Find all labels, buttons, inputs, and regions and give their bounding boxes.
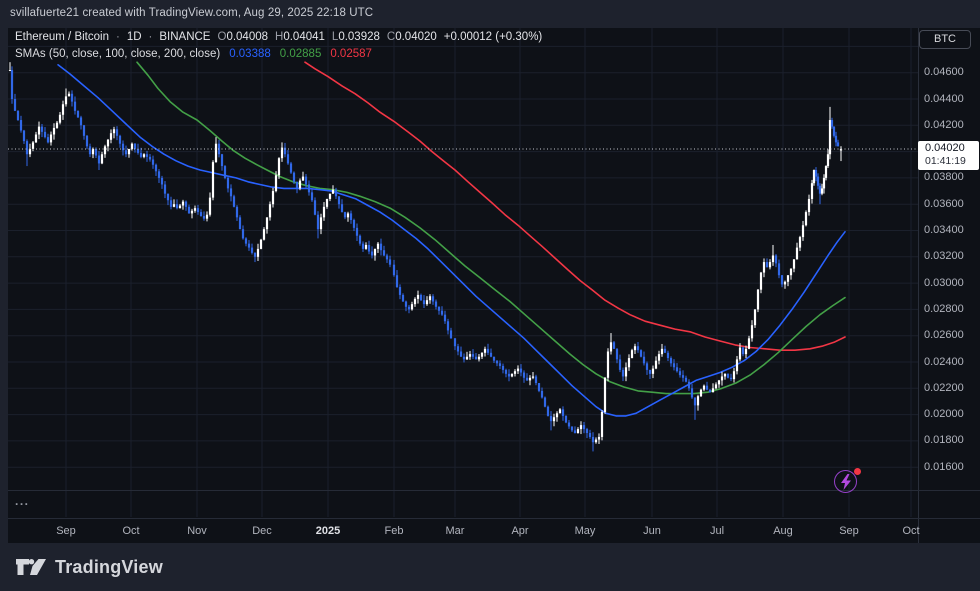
tradingview-logo-icon[interactable] bbox=[16, 555, 46, 579]
time-tick: Jun bbox=[643, 525, 661, 537]
time-axis-separator bbox=[8, 518, 980, 519]
ohlc-open: O0.04008 bbox=[217, 31, 269, 43]
header-separator: · bbox=[115, 31, 120, 43]
sma100-value: 0.02885 bbox=[279, 48, 322, 60]
time-tick: Sep bbox=[56, 525, 76, 537]
time-tick: Nov bbox=[187, 525, 207, 537]
header-separator: · bbox=[148, 31, 153, 43]
current-price-label: 0.04020 01:41:19 bbox=[918, 140, 979, 170]
time-tick: Apr bbox=[511, 525, 529, 537]
price-tick: 0.01800 bbox=[924, 434, 964, 447]
price-tick: 0.02800 bbox=[924, 302, 964, 315]
sma-legend-row[interactable]: SMAs (50, close, 100, close, 200, close)… bbox=[15, 48, 372, 60]
bar-countdown: 01:41:19 bbox=[925, 154, 966, 167]
lightning-icon bbox=[841, 474, 851, 490]
time-tick: 2025 bbox=[315, 525, 341, 537]
boost-ring bbox=[834, 470, 857, 493]
price-axis-separator bbox=[918, 28, 919, 543]
time-tick: Jul bbox=[709, 525, 725, 537]
price-tick: 0.03800 bbox=[924, 171, 964, 184]
time-tick: Oct bbox=[902, 525, 920, 537]
price-tick: 0.02000 bbox=[924, 408, 964, 421]
price-tick: 0.01600 bbox=[924, 460, 964, 473]
price-tick: 0.02600 bbox=[924, 329, 964, 342]
ohlc-low: L0.03928 bbox=[331, 31, 380, 43]
price-tick: 0.04400 bbox=[924, 92, 964, 105]
price-tick: 0.02200 bbox=[924, 381, 964, 394]
symbol-title[interactable]: Ethereum / Bitcoin · 1D · BINANCE bbox=[15, 31, 211, 43]
tradingview-logo-text[interactable]: TradingView bbox=[55, 556, 163, 577]
time-tick: Feb bbox=[384, 525, 404, 537]
footer-bar: TradingView bbox=[0, 543, 980, 591]
price-tick: 0.03000 bbox=[924, 276, 964, 289]
symbol-header: Ethereum / Bitcoin · 1D · BINANCE O0.040… bbox=[15, 31, 542, 43]
collapsed-pane-more-button[interactable]: ... bbox=[15, 494, 30, 508]
sma50-value: 0.03388 bbox=[229, 48, 271, 60]
snapshot-watermark: svillafuerte21 created with TradingView.… bbox=[10, 7, 374, 19]
boost-button[interactable] bbox=[834, 468, 861, 494]
ohlc-high: H0.04041 bbox=[275, 31, 325, 43]
change-label: +0.00012 (+0.30%) bbox=[443, 31, 543, 43]
interval-label[interactable]: 1D bbox=[126, 31, 142, 43]
price-tick: 0.02400 bbox=[924, 355, 964, 368]
time-tick: Mar bbox=[445, 525, 465, 537]
chart-canvas[interactable] bbox=[8, 28, 918, 543]
exchange-label: BINANCE bbox=[159, 31, 211, 43]
price-tick: 0.03400 bbox=[924, 224, 964, 236]
sma-legend-label: SMAs (50, close, 100, close, 200, close) bbox=[15, 48, 221, 60]
currency-toggle-button[interactable]: BTC bbox=[919, 30, 971, 49]
time-tick: Sep bbox=[839, 525, 859, 537]
price-tick: 0.04600 bbox=[924, 66, 964, 79]
current-price-value: 0.04020 bbox=[925, 141, 965, 154]
price-tick: 0.03200 bbox=[924, 250, 964, 263]
chart-widget: Ethereum / Bitcoin · 1D · BINANCE O0.040… bbox=[8, 28, 980, 543]
time-tick: Oct bbox=[122, 525, 140, 537]
price-tick: 0.03600 bbox=[924, 197, 964, 210]
sma200-value: 0.02587 bbox=[330, 48, 372, 60]
pane-separator[interactable] bbox=[8, 490, 980, 491]
ohlc-close: C0.04020 bbox=[386, 31, 437, 43]
time-tick: Aug bbox=[773, 525, 793, 537]
notification-dot bbox=[854, 468, 861, 475]
time-tick: Dec bbox=[252, 525, 272, 537]
price-tick: 0.04200 bbox=[924, 118, 964, 131]
time-tick: May bbox=[574, 525, 596, 537]
